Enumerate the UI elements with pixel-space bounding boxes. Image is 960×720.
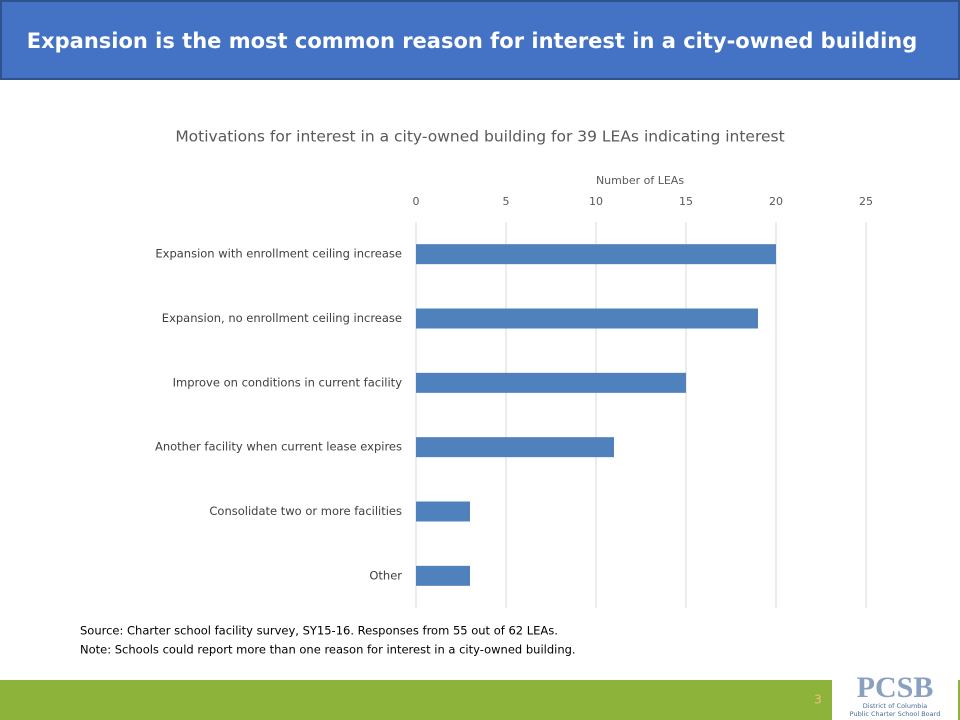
note: Note: Schools could report more than one… — [80, 643, 576, 657]
bar — [416, 501, 470, 522]
category-label: Other — [369, 568, 402, 582]
logo-box — [832, 672, 958, 720]
bar — [416, 244, 776, 265]
logo-line: District of Columbia — [863, 702, 927, 710]
logo-line: Public Charter School Board — [850, 710, 941, 718]
source-note: Source: Charter school facility survey, … — [80, 624, 558, 638]
category-label: Another facility when current lease expi… — [155, 440, 402, 454]
x-tick-label: 5 — [503, 195, 510, 208]
category-label: Expansion with enrollment ceiling increa… — [155, 247, 402, 261]
logo-mark: PCSB — [857, 671, 934, 704]
header-band — [0, 0, 960, 80]
x-tick-label: 0 — [413, 195, 420, 208]
x-tick-label: 10 — [589, 195, 603, 208]
x-tick-label: 15 — [679, 195, 693, 208]
bar — [416, 565, 470, 586]
bar — [416, 372, 686, 393]
slide-title: Expansion is the most common reason for … — [27, 29, 918, 53]
bar — [416, 308, 758, 329]
category-label: Expansion, no enrollment ceiling increas… — [162, 311, 402, 325]
bar — [416, 437, 614, 458]
x-tick-label: 25 — [859, 195, 873, 208]
footer-band — [0, 680, 960, 720]
axis-title: Number of LEAs — [596, 174, 684, 187]
category-label: Improve on conditions in current facilit… — [173, 375, 403, 389]
page-number: 3 — [814, 693, 822, 707]
x-tick-label: 20 — [769, 195, 783, 208]
chart-title: Motivations for interest in a city-owned… — [175, 128, 784, 146]
category-label: Consolidate two or more facilities — [209, 504, 402, 518]
